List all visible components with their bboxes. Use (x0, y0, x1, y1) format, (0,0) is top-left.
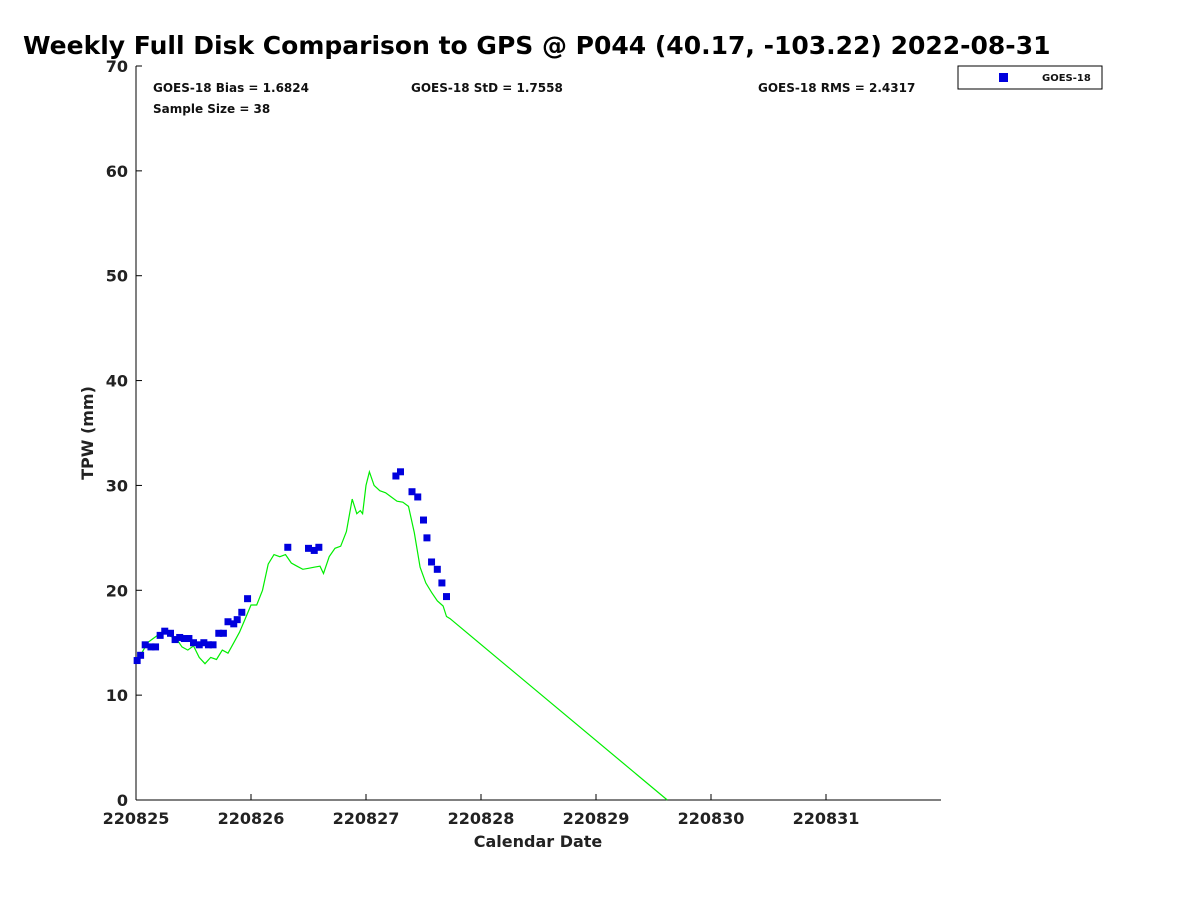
std-stat: GOES-18 StD = 1.7558 (411, 81, 563, 95)
goes-18-point (305, 544, 312, 552)
x-tick-label: 220825 (103, 809, 170, 828)
goes-18-point (233, 616, 241, 624)
goes-18-point (147, 643, 155, 651)
goes-18-point (433, 565, 441, 573)
goes-18-point (133, 657, 141, 665)
goes-18-point (215, 629, 223, 637)
goes-18-point (204, 641, 212, 649)
goes-18-point (195, 641, 203, 649)
rms-stat: GOES-18 RMS = 2.4317 (758, 81, 915, 95)
legend: GOES-18 (957, 65, 1103, 90)
y-tick-label: 0 (117, 791, 128, 810)
y-tick-label: 30 (106, 476, 128, 495)
goes-18-point (238, 608, 246, 616)
x-axis-ticks: 220825 220826 220827 220828 220829 220830 2208… (103, 794, 860, 828)
x-tick-label: 220831 (793, 809, 860, 828)
goes-18-point (284, 543, 292, 551)
goes-18-point (156, 631, 164, 639)
goes-18-point (224, 618, 232, 626)
goes-18-point (152, 643, 160, 651)
goes-18-point (423, 534, 431, 542)
x-axis-label: Calendar Date (474, 832, 603, 851)
y-axis-label: TPW (mm) (78, 386, 97, 480)
x-tick-label: 220827 (333, 809, 400, 828)
legend-label-goes-18: GOES-18 (1042, 73, 1091, 84)
goes-18-point (171, 636, 179, 644)
y-tick-label: 70 (106, 57, 128, 76)
goes-18-point (137, 651, 145, 659)
y-tick-label: 40 (106, 372, 128, 391)
y-tick-label: 60 (106, 162, 128, 181)
y-tick-label: 20 (106, 581, 128, 600)
goes-18-point (200, 639, 208, 647)
x-tick-label: 220828 (448, 809, 515, 828)
goes-18-point (230, 620, 238, 628)
stats-annotations: GOES-18 Bias = 1.6824 GOES-18 StD = 1.75… (153, 81, 915, 116)
sample-size-stat: Sample Size = 38 (153, 102, 270, 116)
goes-18-point (420, 516, 427, 524)
goes-18-point (315, 543, 323, 551)
x-tick-label: 220830 (678, 809, 745, 828)
y-tick-label: 10 (106, 686, 128, 705)
goes-18-point (310, 546, 318, 554)
goes-18-point (209, 641, 217, 649)
goes-18-point (167, 629, 174, 637)
goes-18-point (190, 639, 197, 647)
bias-stat: GOES-18 Bias = 1.6824 (153, 81, 309, 95)
goes-18-point (185, 635, 193, 643)
goes-18-point (428, 558, 436, 566)
goes-18-point (161, 627, 169, 635)
y-axis-ticks: 0 10 20 30 40 50 60 70 (106, 57, 142, 810)
goes-18-point (141, 641, 149, 649)
series-layer (133, 468, 668, 801)
goes-18-point (176, 633, 184, 641)
legend-marker-goes-18 (999, 73, 1008, 82)
x-tick-label: 220826 (218, 809, 285, 828)
goes-18-point (408, 488, 416, 496)
chart-title: Weekly Full Disk Comparison to GPS @ P04… (23, 31, 1050, 60)
goes-18-point (397, 468, 404, 476)
goes-18-point (438, 579, 446, 587)
goes-18-point (180, 635, 188, 643)
gps-line (135, 469, 668, 801)
goes-18-point (414, 493, 422, 501)
plot-area (135, 66, 941, 801)
x-tick-label: 220829 (563, 809, 630, 828)
legend-box (957, 65, 1103, 90)
goes-18-point (219, 629, 227, 637)
y-tick-label: 50 (106, 267, 128, 286)
goes-18-point (443, 593, 450, 601)
goes-18-point (244, 595, 252, 603)
goes-18-point (392, 472, 400, 480)
